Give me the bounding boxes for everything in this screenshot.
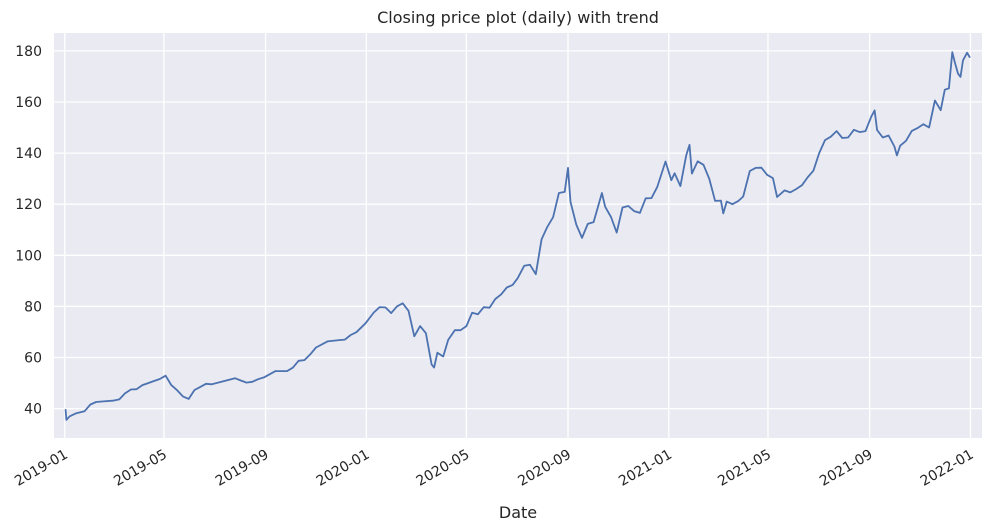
x-tick-label: 2019-05 [111,447,170,490]
y-tick-label: 160 [15,95,42,111]
x-tick-label: 2021-01 [616,447,675,490]
grid-lines [54,33,982,438]
y-tick-label: 100 [15,248,42,264]
chart-title: Closing price plot (daily) with trend [377,8,659,27]
x-tick-label: 2020-01 [314,447,373,490]
y-tick-label: 140 [15,146,42,162]
y-tick-label: 180 [15,44,42,60]
x-tick-label: 2021-05 [715,447,774,490]
plot-area-background [54,33,982,438]
y-tick-label: 40 [24,402,42,418]
x-tick-label: 2021-09 [817,447,876,490]
y-axis-ticks: 40 60 80 100 120 140 160 180 [15,44,42,418]
x-tick-label: 2020-05 [414,447,473,490]
x-axis-label: Date [499,503,537,522]
series-lines [64,51,971,421]
y-tick-label: 120 [15,197,42,213]
y-tick-label: 80 [24,299,42,315]
x-axis-ticks: 2019-01 2019-05 2019-09 2020-01 2020-05 2020-… [12,447,976,490]
x-tick-label: 2019-01 [12,447,71,490]
y-tick-label: 60 [24,351,42,367]
x-tick-label: 2022-01 [918,447,977,490]
series-line-close [64,51,971,421]
x-tick-label: 2019-09 [213,447,272,490]
x-tick-label: 2020-09 [515,447,574,490]
